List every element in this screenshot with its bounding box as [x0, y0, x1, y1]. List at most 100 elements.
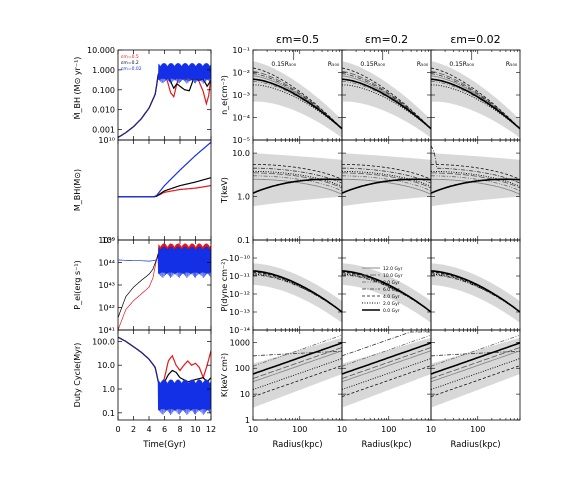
- x-tick-label: 10: [248, 425, 258, 434]
- y-tick-label: 10⁴⁵: [98, 236, 115, 245]
- y-tick-label: 10⁴³: [98, 281, 115, 290]
- y-tick-label: 0.100: [92, 86, 115, 95]
- profile-line-0: [253, 178, 342, 195]
- x-axis-label: Time(Gyr): [142, 440, 186, 450]
- y-tick-label: 0.001: [92, 126, 115, 135]
- panel-entropy-col2: [341, 329, 432, 421]
- y-tick-label: 1.0: [102, 385, 115, 394]
- profile-line-3: [342, 331, 431, 357]
- y-tick-label: 1.000: [92, 66, 115, 75]
- y-tick-label: 0.1: [102, 409, 115, 418]
- y-tick-label: 1: [245, 416, 250, 425]
- column-title: εm=0.5: [276, 33, 319, 46]
- x-tick-label: 100: [470, 425, 485, 434]
- y-tick-label: 10.0: [232, 149, 250, 158]
- legend-entry: 10.0 Gyr: [383, 273, 403, 279]
- profile-line-6: [342, 178, 431, 194]
- y-tick-label: 10¹⁰: [98, 136, 115, 145]
- y-tick-label: 10⁻¹¹: [229, 272, 250, 281]
- series-line-1: [118, 177, 211, 198]
- profile-line-4: [342, 164, 431, 180]
- profile-line-1: [342, 71, 431, 130]
- y-tick-label: 0.010: [92, 106, 115, 115]
- x-axis-label: Radius(kpc): [272, 440, 322, 450]
- legend-entry: 4.0 Gyr: [383, 294, 400, 300]
- profile-line-6: [431, 270, 520, 313]
- y-tick-label: 1.0: [237, 193, 250, 202]
- x-tick-label: 8: [177, 425, 182, 434]
- annotation-015r500: 0.15R₅₀₀: [271, 61, 296, 68]
- legend: [362, 267, 380, 311]
- x-tick-label: 10: [337, 425, 347, 434]
- y-tick-label: 10⁻¹³: [229, 308, 250, 317]
- legend-entry: εm=0.02: [121, 66, 142, 72]
- profile-line-2: [253, 175, 342, 192]
- profile-line-1: [253, 172, 342, 189]
- profile-line-0: [431, 178, 520, 195]
- profile-line-5: [342, 170, 431, 187]
- profile-line-5: [253, 170, 342, 187]
- legend-entry: 6.0 Gyr: [383, 287, 400, 293]
- annotation-015r500: 0.15R₅₀₀: [449, 61, 474, 68]
- y-axis-label: Ṁ_BH (M⊙ yr⁻¹): [72, 57, 82, 120]
- profile-line-6: [431, 342, 520, 375]
- x-axis-label: Radius(kpc): [361, 440, 411, 450]
- profile-line-1: [342, 172, 431, 189]
- y-axis-label: P(dyne cm⁻²): [220, 258, 229, 311]
- panel-temp-col1: [252, 139, 343, 241]
- panel-mbh: [117, 139, 212, 241]
- profile-line-3: [431, 274, 520, 313]
- profile-line-2: [342, 175, 431, 192]
- y-axis-label: n_e(cm⁻³): [220, 75, 229, 115]
- y-axis-label: T(keV): [220, 177, 229, 204]
- profile-line-3: [342, 274, 431, 313]
- column-title: εm=0.2: [365, 33, 408, 46]
- observed-band: [431, 263, 520, 323]
- profile-line-6: [342, 270, 431, 313]
- profile-line-4: [253, 164, 342, 180]
- profile-line-1: [431, 172, 520, 189]
- legend-entry: 12.0 Gyr: [383, 266, 403, 272]
- profile-line-6: [342, 78, 431, 130]
- y-tick-label: 10.0: [97, 361, 115, 370]
- x-tick-label: 2: [131, 425, 136, 434]
- panel-pel: [117, 239, 212, 331]
- y-tick-label: 10: [240, 390, 250, 399]
- legend-entry: 0.0 Gyr: [383, 308, 400, 314]
- profile-line-4: [342, 67, 431, 130]
- x-tick-label: 10: [426, 425, 436, 434]
- observed-band: [342, 61, 431, 138]
- profile-line-6: [253, 78, 342, 130]
- y-tick-label: 100.0: [92, 337, 115, 346]
- y-axis-label: P_el(erg s⁻¹): [73, 260, 82, 310]
- series-line-2: [118, 141, 211, 198]
- y-tick-label: 1000: [230, 338, 250, 347]
- profile-line-6: [253, 270, 342, 313]
- profile-line-3: [253, 274, 342, 313]
- observed-band: [342, 337, 431, 408]
- series-line-2: [118, 63, 211, 138]
- series-line-2: [118, 246, 211, 279]
- x-tick-label: 0: [115, 425, 120, 434]
- profile-line-0: [342, 178, 431, 195]
- y-tick-label: 10⁻⁵: [232, 136, 250, 145]
- x-tick-label: 100: [381, 425, 396, 434]
- panel-entropy-col3: [430, 329, 521, 421]
- y-tick-label: 10⁹: [102, 236, 115, 245]
- profile-line-4: [431, 365, 520, 397]
- y-tick-label: 10⁻⁴: [232, 114, 250, 123]
- observed-band: [253, 61, 342, 138]
- profile-line-4: [431, 164, 520, 180]
- profile-line-5: [431, 170, 520, 187]
- panel-pressure-col1: [252, 239, 343, 331]
- profile-line-0: [342, 350, 431, 383]
- profile-line-1: [431, 71, 520, 130]
- profile-line-0: [431, 350, 520, 383]
- profile-line-2: [431, 175, 520, 192]
- observed-band: [253, 153, 342, 207]
- x-tick-label: 10: [190, 425, 200, 434]
- y-tick-label: 10⁴⁴: [98, 259, 115, 268]
- legend-entry: 2.0 Gyr: [383, 301, 400, 307]
- legend-entry: εm=0.2: [121, 60, 139, 66]
